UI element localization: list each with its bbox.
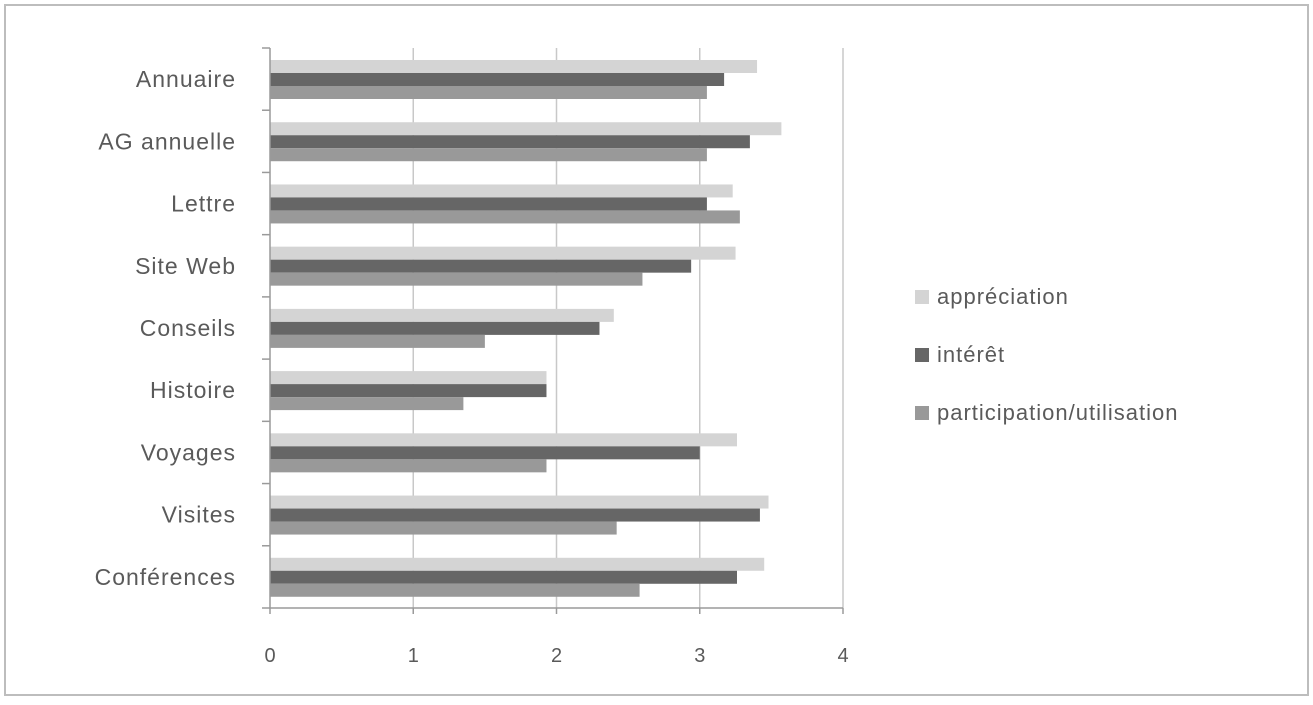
bar <box>270 583 640 597</box>
axes <box>262 47 844 614</box>
bar <box>270 570 737 584</box>
legend: appréciation intérêt participation/utilisa… <box>915 284 1178 425</box>
legend-swatch <box>915 348 929 362</box>
bar <box>270 334 485 348</box>
bar <box>270 60 758 73</box>
bar <box>270 321 600 335</box>
category-label: Annuaire <box>136 66 236 92</box>
bar <box>270 184 733 198</box>
legend-swatch <box>915 290 929 304</box>
bar <box>270 122 782 136</box>
bar <box>270 371 547 385</box>
x-tick-label: 2 <box>551 645 562 667</box>
bar <box>270 557 765 571</box>
category-label: AG annuelle <box>98 128 236 154</box>
bar <box>270 508 760 522</box>
bar <box>270 397 464 411</box>
bar <box>270 148 707 162</box>
bar <box>270 73 725 86</box>
chart-border <box>4 4 1309 696</box>
bar <box>270 384 547 398</box>
bar <box>270 259 692 273</box>
legend-swatch <box>915 406 929 420</box>
x-tick-label: 4 <box>837 645 848 667</box>
bar <box>270 210 740 224</box>
bar <box>270 308 614 322</box>
x-tick-labels: 0 1 2 3 4 <box>264 645 848 667</box>
bar <box>270 446 700 460</box>
legend-label: intérêt <box>937 342 1005 367</box>
bar <box>270 272 643 286</box>
bar <box>270 86 707 99</box>
legend-label: appréciation <box>937 284 1069 309</box>
bar <box>270 135 750 149</box>
bar <box>270 521 617 535</box>
category-labels: Annuaire AG annuelle Lettre Site Web Conseil… <box>95 66 236 590</box>
x-tick-label: 1 <box>408 645 419 667</box>
category-label: Conseils <box>140 315 236 341</box>
bar <box>270 495 769 509</box>
category-label: Histoire <box>150 377 236 403</box>
bar <box>270 433 737 447</box>
x-tick-label: 3 <box>694 645 705 667</box>
bar <box>270 246 736 260</box>
legend-label: participation/utilisation <box>937 400 1178 425</box>
x-tick-label: 0 <box>264 645 275 667</box>
category-label: Conférences <box>95 564 236 590</box>
category-label: Lettre <box>171 191 236 217</box>
category-label: Site Web <box>135 253 236 279</box>
bar <box>270 459 547 473</box>
category-label: Visites <box>162 502 236 528</box>
bar <box>270 197 707 211</box>
category-label: Voyages <box>141 439 236 465</box>
bars <box>270 60 782 597</box>
